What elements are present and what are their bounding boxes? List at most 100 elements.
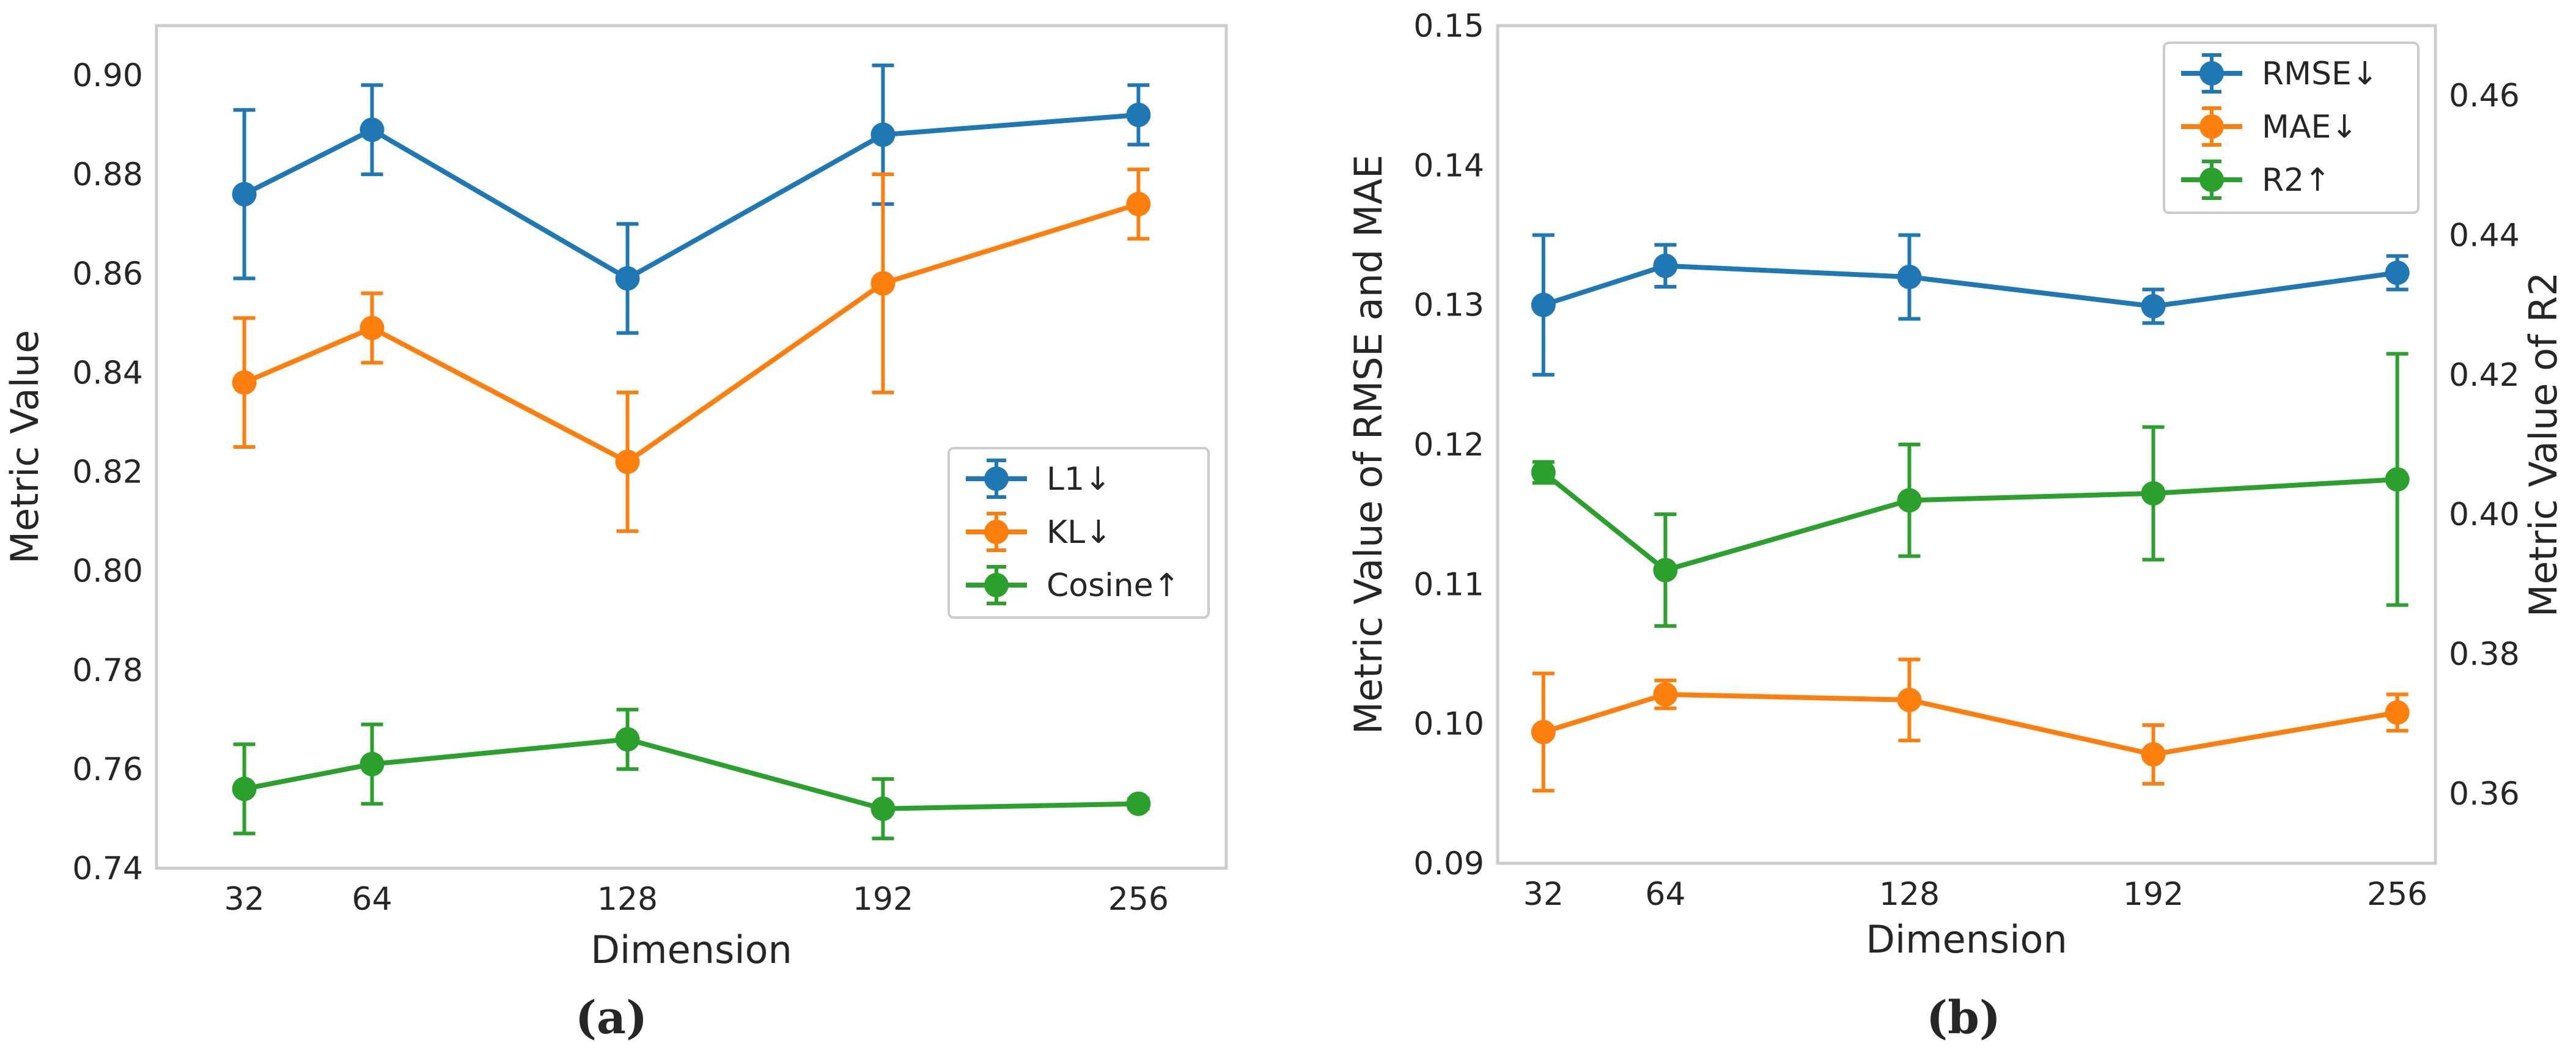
legend-entry: RMSE↓ xyxy=(2181,53,2378,94)
y-tick-label: 0.88 xyxy=(72,157,143,193)
y-tick-label: 0.86 xyxy=(72,256,143,292)
legend-label: KL↓ xyxy=(1047,514,1112,551)
data-point xyxy=(232,182,257,207)
y-tick-label: 0.15 xyxy=(1413,8,1484,45)
legend-label: L1↓ xyxy=(1047,461,1111,498)
data-point xyxy=(232,776,257,802)
x-tick-label: 256 xyxy=(1108,881,1169,918)
legend-entry: R2↑ xyxy=(2181,160,2331,200)
data-point xyxy=(1531,292,1556,317)
y-tick-label: 0.90 xyxy=(72,57,143,94)
x-tick-label: 64 xyxy=(1645,876,1685,913)
series-kl xyxy=(232,168,1151,533)
legend-entry: KL↓ xyxy=(966,512,1112,552)
legend-marker xyxy=(2199,168,2224,192)
data-point xyxy=(2141,742,2166,767)
legend-label: MAE↓ xyxy=(2262,109,2358,146)
series-rmse xyxy=(1531,233,2410,377)
y-tick-label: 0.84 xyxy=(72,355,143,391)
data-point xyxy=(615,727,640,752)
legend-label: RMSE↓ xyxy=(2262,56,2378,92)
y-tick-label: 0.74 xyxy=(72,850,143,887)
y2-tick-label: 0.40 xyxy=(2449,496,2520,533)
y2-tick-label: 0.38 xyxy=(2449,636,2520,673)
data-point xyxy=(359,751,385,776)
data-point xyxy=(1653,558,1678,583)
x-axis-label: Dimension xyxy=(1866,917,2067,962)
data-point xyxy=(615,266,640,291)
x-tick-label: 192 xyxy=(853,881,913,918)
data-point xyxy=(1897,265,1922,289)
data-point xyxy=(1531,720,1556,745)
data-point xyxy=(1653,253,1678,278)
x-axis-label: Dimension xyxy=(591,927,792,972)
data-point xyxy=(1531,460,1556,485)
plot-frame xyxy=(1496,24,2437,865)
y-tick-label: 0.09 xyxy=(1413,846,1484,882)
data-point xyxy=(2141,293,2166,319)
series-cosine xyxy=(232,707,1151,841)
y2-axis-label: Metric Value of R2 xyxy=(2521,272,2566,617)
x-tick-label: 128 xyxy=(597,881,658,918)
data-point xyxy=(359,117,385,142)
y-axis-label: Metric Value of RMSE and MAE xyxy=(1346,155,1391,734)
legend-marker xyxy=(2199,61,2224,86)
data-point xyxy=(870,796,896,821)
y2-tick-label: 0.36 xyxy=(2449,776,2520,813)
data-point xyxy=(2385,467,2410,492)
data-point xyxy=(870,271,896,296)
y2-tick-label: 0.46 xyxy=(2449,78,2520,114)
series-r2 xyxy=(1531,352,2410,628)
y2-tick-label: 0.44 xyxy=(2449,218,2520,254)
x-tick-label: 32 xyxy=(1523,876,1564,913)
plot-frame xyxy=(155,24,1228,870)
legend-box xyxy=(2163,42,2420,214)
legend: L1↓ KL↓ Cosine↑ xyxy=(948,447,1210,619)
data-point xyxy=(2141,481,2166,506)
y-tick-label: 0.11 xyxy=(1413,566,1484,603)
data-point xyxy=(1126,102,1151,127)
data-point xyxy=(1126,191,1151,216)
legend-marker xyxy=(2199,114,2224,139)
data-point xyxy=(232,370,257,395)
legend: RMSE↓ MAE↓ R2↑ xyxy=(2163,42,2420,214)
legend-entry: MAE↓ xyxy=(2181,106,2358,147)
legend-marker xyxy=(984,466,1009,491)
data-point xyxy=(2385,700,2410,725)
y-tick-label: 0.10 xyxy=(1413,706,1484,743)
chart-panel-b: 0.09 0.10 0.11 0.12 0.13 0.14 0.15 0.36 0.38 0.40… xyxy=(1346,8,2566,1044)
x-tick-label: 256 xyxy=(2367,876,2427,913)
legend-box xyxy=(948,447,1210,619)
data-point xyxy=(1897,488,1922,513)
y-tick-label: 0.78 xyxy=(72,652,143,689)
x-tick-label: 128 xyxy=(1879,876,1940,913)
legend-marker xyxy=(984,520,1009,544)
y-axis-label: Metric Value xyxy=(2,330,47,564)
data-point xyxy=(1126,791,1151,816)
legend-entry: L1↓ xyxy=(966,459,1111,499)
data-point xyxy=(1653,682,1678,707)
y2-tick-label: 0.42 xyxy=(2449,357,2520,394)
data-point xyxy=(870,122,896,147)
y-tick-label: 0.12 xyxy=(1413,427,1484,463)
y-tick-label: 0.76 xyxy=(72,751,143,788)
x-tick-label: 32 xyxy=(224,881,265,918)
data-point xyxy=(1897,687,1922,712)
y-tick-label: 0.80 xyxy=(72,553,143,590)
x-tick-label: 192 xyxy=(2123,876,2184,913)
legend-label: R2↑ xyxy=(2262,162,2331,199)
data-point xyxy=(615,449,640,474)
series-line xyxy=(1542,470,2398,573)
legend-entry: Cosine↑ xyxy=(966,565,1180,605)
legend-label: Cosine↑ xyxy=(1047,567,1180,604)
y-tick-label: 0.82 xyxy=(72,454,143,491)
series-mae xyxy=(1531,657,2410,793)
data-point xyxy=(359,315,385,341)
y-tick-label: 0.14 xyxy=(1413,147,1484,184)
chart-panel-a: 0.74 0.76 0.78 0.80 0.82 0.84 0.86 0.88 0.90 32 64… xyxy=(2,24,1228,1044)
x-tick-label: 64 xyxy=(352,881,392,918)
data-point xyxy=(2385,260,2410,286)
y-tick-label: 0.13 xyxy=(1413,287,1484,324)
panel-caption: (a) xyxy=(575,992,647,1044)
